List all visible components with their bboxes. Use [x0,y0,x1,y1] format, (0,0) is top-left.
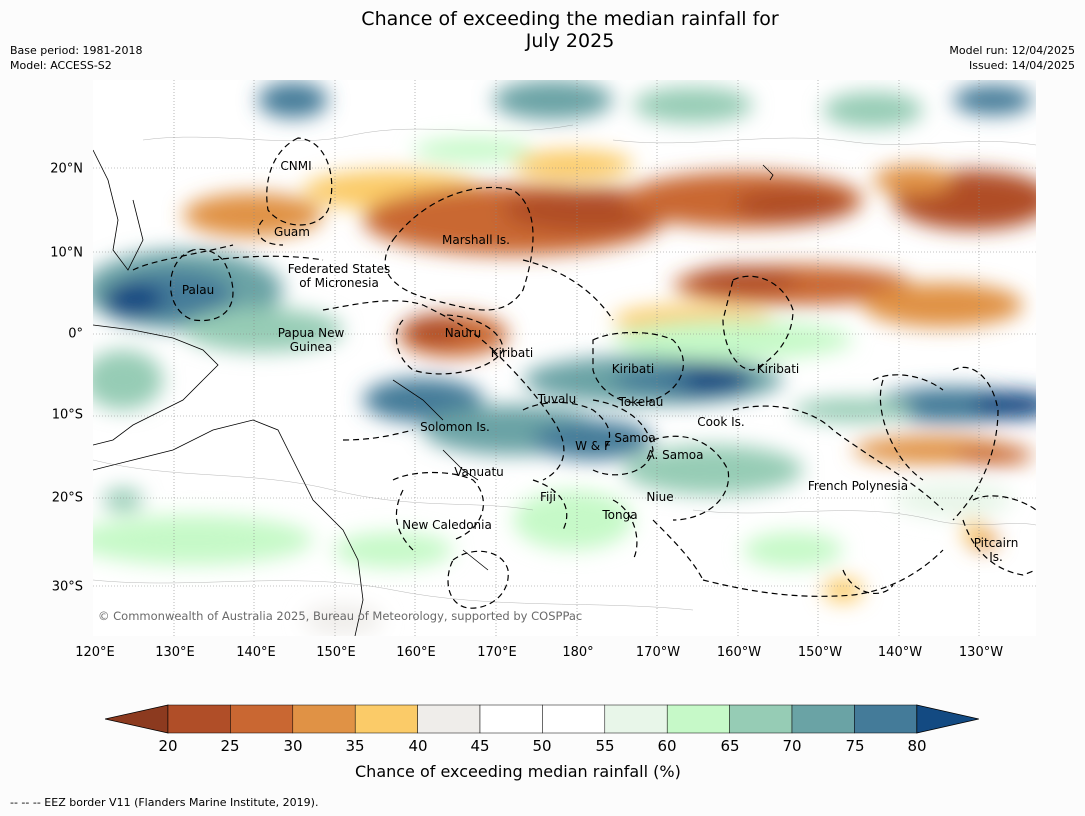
colorbar-tick: 70 [782,737,802,755]
label-nauru: Nauru [444,326,482,340]
colorbar-segment [854,704,918,734]
colorbar-segment [729,704,793,734]
eez-footnote: -- -- -- EEZ border V11 (Flanders Marine… [10,796,319,809]
label-guam: Guam [274,225,310,239]
rainfall-field [93,80,1036,635]
label-tokelau: Tokelau [618,395,664,409]
colorbar [105,704,979,734]
lat-tick: 10°S [51,407,83,423]
colorbar-segment [292,704,356,734]
graticule [93,80,1036,636]
lon-tick: 150°E [316,645,356,660]
lon-tick: 160°W [716,645,762,660]
model-text: Model: ACCESS-S2 [10,59,112,72]
label-marshall: Marshall Is. [442,233,510,247]
colorbar-tick: 55 [595,737,615,755]
colorbar-tick: 65 [720,737,740,755]
lon-tick: 140°W [877,645,923,660]
colorbar-segment [230,704,294,734]
label-pitcairn: Pitcairn Is. [973,536,1019,564]
lat-tick: 0° [68,326,83,342]
lon-tick: 170°W [635,645,681,660]
label-american-samoa: A. Samoa [646,448,704,462]
model-run-text: Model run: 12/04/2025 [949,44,1075,57]
colorbar-tick: 45 [470,737,490,755]
colorbar-arrow-right [916,704,979,734]
label-kiribati-central: Kiribati [611,362,655,376]
colorbar-tick: 80 [907,737,927,755]
colorbar-tick: 50 [532,737,552,755]
rainfall-field-svg [93,80,1036,636]
label-solomon: Solomon Is. [420,420,490,434]
label-fsm: Federated States of Micronesia [287,262,391,290]
label-fiji: Fiji [539,490,557,504]
colorbar-segment [417,704,481,734]
coastlines [93,149,774,636]
lon-tick: 160°E [396,645,436,660]
colorbar-tick: 35 [345,737,365,755]
copyright-text: © Commonwealth of Australia 2025, Bureau… [98,609,583,623]
lat-tick: 10°N [50,245,83,261]
colorbar-segment [791,704,855,734]
lon-tick: 180° [562,645,594,660]
lon-tick: 130°E [155,645,195,660]
label-palau: Palau [181,283,215,297]
meta-left: Base period: 1981-2018 Model: ACCESS-S2 [10,43,142,73]
lon-tick: 120°E [75,645,115,660]
colorbar-tick: 60 [657,737,677,755]
colorbar-segment [479,704,543,734]
label-niue: Niue [646,490,674,504]
lon-tick: 170°E [477,645,517,660]
label-french-polynesia: French Polynesia [807,479,909,493]
colorbar-segment [542,704,606,734]
lat-tick: 30°S [51,579,83,595]
label-cook: Cook Is. [697,415,745,429]
lat-tick: 20°S [51,490,83,506]
colorbar-segment [354,704,418,734]
colorbar-tick: 40 [408,737,428,755]
label-kiribati-east: Kiribati [756,362,800,376]
label-samoa: Samoa [614,431,656,445]
label-cnmi: CNMI [280,159,312,173]
eez-borders [132,137,1036,609]
lon-tick: 140°E [236,645,276,660]
lon-tick: 150°W [797,645,843,660]
label-new-caledonia: New Caledonia [402,518,492,532]
label-wallis-futuna: W & F [575,439,611,453]
colorbar-arrow-left [105,704,169,734]
colorbar-segment [167,704,231,734]
colorbar-tick: 30 [283,737,303,755]
colorbar-tick: 75 [845,737,865,755]
contour-lines [93,124,1036,611]
colorbar-segment [666,704,730,734]
label-tonga: Tonga [602,508,638,522]
label-vanuatu: Vanuatu [454,465,504,479]
colorbar-tick: 20 [158,737,178,755]
lat-tick: 20°N [50,161,83,177]
base-period-text: Base period: 1981-2018 [10,44,143,57]
colorbar-label: Chance of exceeding median rainfall (%) [355,762,681,781]
label-tuvalu: Tuvalu [537,392,577,406]
colorbar-segments [105,704,979,734]
map-title: Chance of exceeding the median rainfall … [361,8,779,52]
rainfall-map: © Commonwealth of Australia 2025, Bureau… [93,80,1036,636]
colorbar-tick: 25 [220,737,240,755]
label-kiribati-west: Kiribati [490,346,534,360]
colorbar-segment [604,704,668,734]
lon-tick: 130°W [958,645,1004,660]
label-png: Papua New Guinea [277,326,345,354]
issued-text: Issued: 14/04/2025 [968,59,1075,72]
meta-right: Model run: 12/04/2025 Issued: 14/04/2025 [949,43,1075,73]
